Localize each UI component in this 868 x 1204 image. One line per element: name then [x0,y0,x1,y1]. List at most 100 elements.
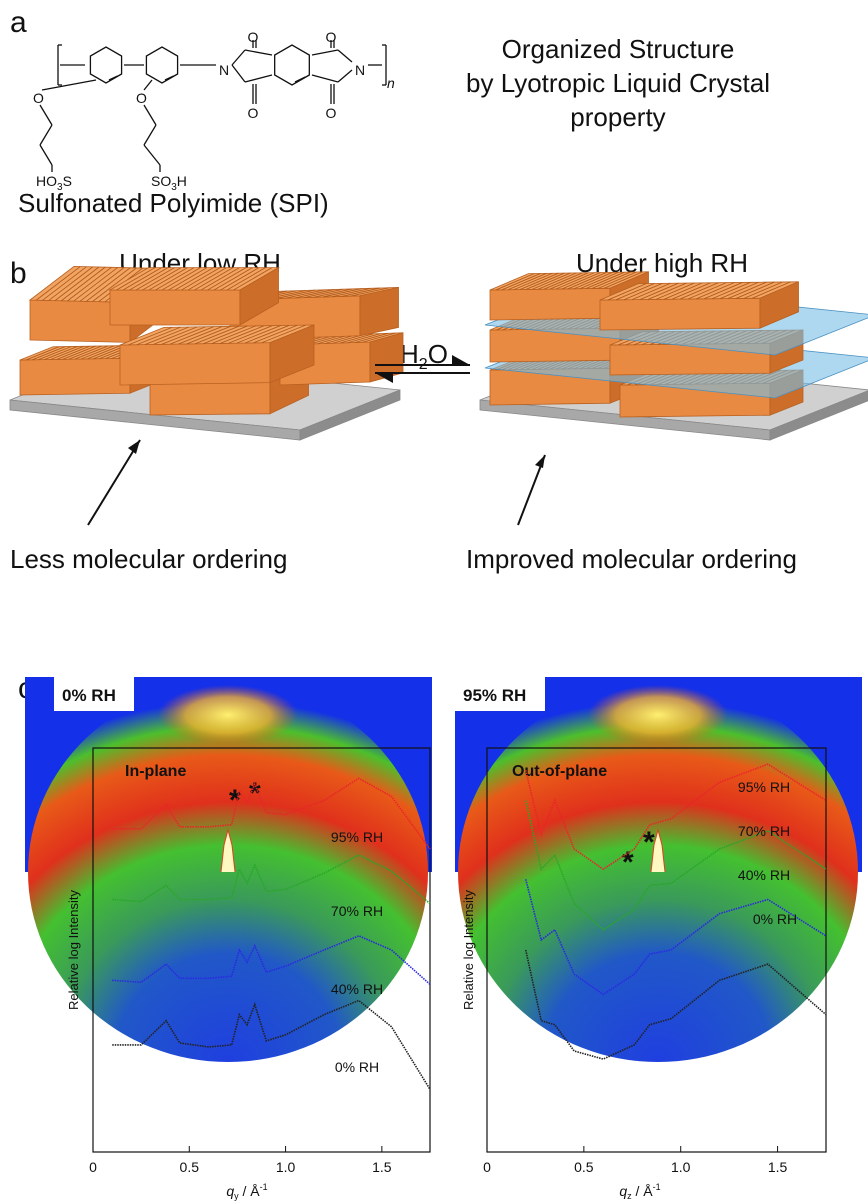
bond [143,79,153,91]
x-axis-superscript: -1 [653,1182,661,1192]
fin [543,272,583,290]
subscript-n: n [387,75,395,91]
annotation: * [643,826,655,859]
fin [350,287,390,297]
bond [41,79,97,91]
fin [285,289,325,299]
fin [54,266,100,301]
group-label: SO3H [151,173,187,193]
atom: O [136,90,147,106]
fin [148,267,188,291]
substrate-side [769,390,868,441]
bond [39,104,53,126]
fin [85,267,131,302]
fin [116,267,156,291]
bond [244,74,273,83]
data-line [112,854,431,905]
fin [87,345,121,360]
bond [39,144,53,166]
annotation: * [249,777,261,810]
fin [128,326,173,346]
fin [38,346,72,361]
fin [161,326,206,345]
fin [322,288,362,298]
fin [743,281,783,299]
fin [136,326,181,346]
atom: H [177,173,187,189]
fin [655,282,695,300]
fin [555,272,595,290]
fin [161,267,201,291]
arrow-head [452,355,470,365]
fin [144,326,190,346]
fin [341,287,381,297]
plot-frame [486,747,827,1153]
annotation: * [622,846,634,879]
hot-spot [588,685,728,745]
fin [80,345,115,360]
fin [585,271,625,289]
data-line [112,934,431,985]
x-tick-label: 0.5 [574,1159,594,1175]
panel-label: a [10,6,27,39]
label-box [54,677,134,711]
fin [332,287,371,298]
leader-arrow [87,439,141,526]
fin [294,289,334,299]
fin [687,282,727,300]
x-tick-label: 0 [89,1159,97,1175]
fin [623,282,663,301]
x-axis-unit: / Å [239,1183,261,1199]
fin [735,281,775,299]
fin [276,289,316,299]
fin [56,345,90,360]
fin [244,324,290,344]
fin [501,273,541,291]
fin [74,345,109,360]
data-line [524,763,827,871]
x-axis-label: qy / Å-1 [226,1182,267,1201]
fin [362,332,396,343]
fin [253,324,298,344]
fin [135,267,175,291]
x-tick-label: 1.0 [671,1159,691,1175]
block-side [269,324,315,384]
block-front [19,357,131,396]
arrow-head [375,373,393,383]
atom-subscript: 3 [57,182,63,193]
block-front [599,297,761,331]
block-side [359,286,399,337]
x-axis-unit: / Å [632,1183,654,1199]
fin [203,325,248,345]
atom: HO [36,173,57,189]
data-line [524,879,827,996]
title-line: property [570,102,665,132]
block-front [119,342,271,386]
arrow-head [128,440,140,454]
fin [631,282,671,301]
fin [591,271,631,289]
bond [311,49,339,56]
fin [537,272,577,290]
fin [531,272,571,290]
fin [48,266,94,301]
data-line [112,999,431,1090]
fin [233,267,273,291]
fin [219,325,265,344]
fin [703,282,743,300]
ring [274,44,310,86]
fin [68,345,103,360]
fin [169,326,215,345]
fin [567,272,607,290]
x-axis-label: qz / Å-1 [619,1182,660,1201]
y-axis-label: Relative log Intensity [461,890,476,1010]
fin [304,288,343,299]
fin [50,345,84,360]
fin [519,272,559,290]
caption: Sulfonated Polyimide (SPI) [18,188,329,218]
fin [122,267,162,291]
fin [663,282,703,300]
block-side [759,281,799,329]
bond [311,74,339,83]
atom: S [63,173,72,189]
